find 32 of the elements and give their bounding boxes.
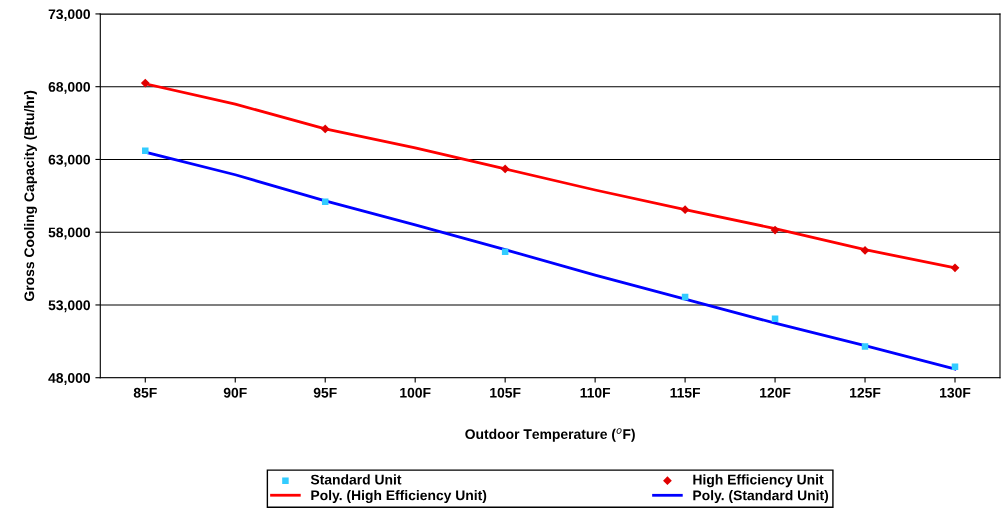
y-tick-label: 63,000: [48, 154, 91, 167]
point: [770, 225, 780, 235]
point: [861, 343, 869, 350]
x-tick-label: 105F: [490, 387, 521, 398]
point: [950, 263, 960, 273]
y-tick-label: 68,000: [48, 82, 91, 94]
legend-label: Poly. (Standard Unit): [693, 490, 829, 504]
legend-label: Poly. (High Efficiency Unit): [311, 490, 487, 504]
x-tick-label: 115F: [670, 387, 701, 398]
legend-label: Standard Unit: [310, 474, 402, 485]
x-tick-label: 110F: [580, 387, 611, 398]
point: [680, 205, 690, 215]
point: [860, 246, 870, 255]
x-tick-label: 100F: [400, 387, 431, 398]
legend-label: High Efficiency Unit: [693, 474, 824, 488]
point: [320, 124, 330, 134]
y-axis-title: Gross Cooling Capacity (Btu/hr): [23, 90, 37, 301]
x-tick-label: 130F: [940, 387, 971, 398]
x-tick-label: 90F: [223, 387, 247, 398]
y-tick-label: 48,000: [48, 373, 91, 385]
x-tick-label: 120F: [760, 387, 791, 398]
point: [142, 147, 149, 154]
y-tick-label: 53,000: [48, 300, 91, 313]
x-tick-label: 85F: [133, 387, 157, 398]
y-tick-label: 58,000: [48, 227, 91, 240]
x-axis-title: Outdoor Temperature ($^{o}$F): [465, 428, 635, 442]
x-tick-label: 95F: [313, 387, 337, 398]
x-tick-label: 125F: [850, 387, 881, 398]
point: [140, 78, 150, 88]
point: [321, 198, 329, 205]
point: [500, 164, 510, 174]
y-tick-label: 73,000: [48, 9, 91, 22]
